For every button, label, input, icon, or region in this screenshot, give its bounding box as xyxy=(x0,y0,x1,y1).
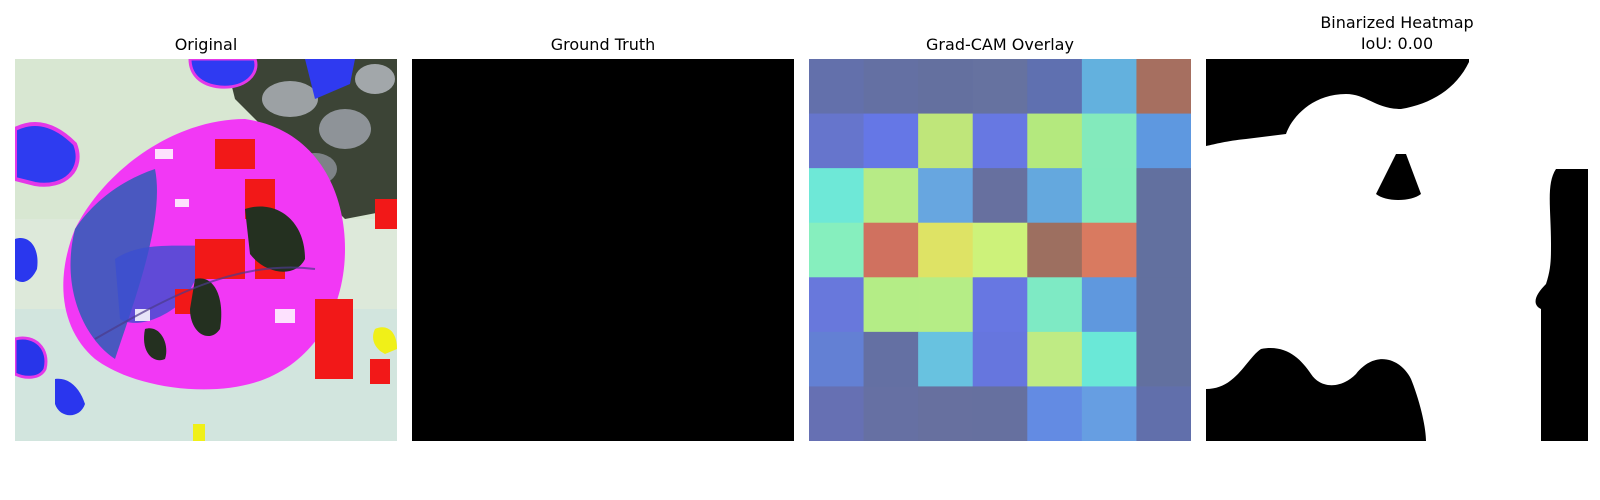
gradcam-cell xyxy=(1027,386,1083,441)
original-title: Original xyxy=(174,35,238,54)
gradcam-cell xyxy=(1027,59,1083,115)
gradcam-cell xyxy=(918,277,974,333)
gradcam-cell xyxy=(863,277,919,333)
gradcam-cell xyxy=(1081,222,1137,278)
gradcam-cell xyxy=(972,113,1028,169)
gradcam-cell xyxy=(863,386,919,441)
gradcam-cell xyxy=(809,277,865,333)
gradcam-cell xyxy=(972,386,1028,441)
gradcam-cell xyxy=(1027,113,1083,169)
gradcam-cell xyxy=(809,331,865,387)
gradcam-cell xyxy=(1081,331,1137,387)
iou-label: IoU: 0.00 xyxy=(1360,34,1434,53)
gradcam-cell xyxy=(809,113,865,169)
gradcam-cell xyxy=(1027,277,1083,333)
gradcam-cell xyxy=(1027,222,1083,278)
gradcam-cell xyxy=(972,331,1028,387)
gradcam-cell xyxy=(1081,386,1137,441)
gradcam-cell xyxy=(1081,113,1137,169)
gradcam-cell xyxy=(918,59,974,115)
gradcam-cell xyxy=(863,222,919,278)
original-image xyxy=(15,59,397,441)
gradcam-cell xyxy=(863,113,919,169)
gradcam-cell xyxy=(1136,222,1191,278)
gradcam-cell xyxy=(1081,59,1137,115)
binarized-heatmap-title-text: Binarized Heatmap xyxy=(1320,13,1474,32)
gradcam-cell xyxy=(972,277,1028,333)
gradcam-cell xyxy=(918,331,974,387)
binarized-heatmap-title: Binarized Heatmap IoU: 0.00 xyxy=(1206,12,1588,54)
gradcam-cell xyxy=(863,331,919,387)
gradcam-cell xyxy=(1136,168,1191,224)
gradcam-cell xyxy=(1136,113,1191,169)
gradcam-cell xyxy=(918,168,974,224)
gradcam-cell xyxy=(918,386,974,441)
gradcam-cell xyxy=(1136,277,1191,333)
gradcam-cell xyxy=(918,222,974,278)
gradcam-cell xyxy=(863,168,919,224)
gradcam-overlay-image xyxy=(809,59,1191,441)
gradcam-cell xyxy=(809,386,865,441)
gradcam-overlay-title: Grad-CAM Overlay xyxy=(926,35,1074,54)
gradcam-cell xyxy=(1136,59,1191,115)
gradcam-cell xyxy=(809,168,865,224)
gradcam-cell xyxy=(918,113,974,169)
gradcam-cell xyxy=(1027,331,1083,387)
binarized-heatmap-image xyxy=(1206,59,1588,441)
ground-truth-title: Ground Truth xyxy=(550,35,656,54)
gradcam-cell xyxy=(1136,386,1191,441)
gradcam-cell xyxy=(809,59,865,115)
ground-truth-mask xyxy=(412,59,794,441)
gradcam-cell xyxy=(1081,168,1137,224)
gradcam-cell xyxy=(1136,331,1191,387)
gradcam-cell xyxy=(1027,168,1083,224)
gradcam-cell xyxy=(809,222,865,278)
gradcam-cell xyxy=(972,168,1028,224)
gradcam-cell xyxy=(972,59,1028,115)
gradcam-cell xyxy=(863,59,919,115)
gradcam-cell xyxy=(972,222,1028,278)
gradcam-cell xyxy=(1081,277,1137,333)
